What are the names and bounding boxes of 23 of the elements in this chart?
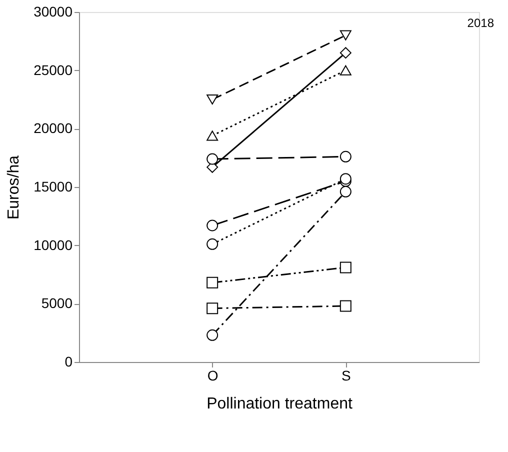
y-axis-title: Euros/ha bbox=[6, 155, 23, 220]
y-tick-label: 15000 bbox=[34, 178, 73, 194]
point bbox=[340, 262, 352, 274]
point bbox=[206, 276, 218, 288]
y-tick-label: 5000 bbox=[41, 295, 73, 312]
x-tick-label: O bbox=[207, 368, 218, 384]
point bbox=[340, 150, 352, 162]
y-tick-label: 10000 bbox=[34, 236, 73, 253]
point bbox=[206, 238, 218, 250]
point bbox=[206, 329, 218, 341]
y-tick-label: 20000 bbox=[34, 120, 73, 136]
y-tick-label: 0 bbox=[64, 354, 73, 370]
point bbox=[340, 186, 352, 198]
point bbox=[206, 220, 218, 232]
x-tick-label: S bbox=[341, 368, 351, 384]
y-tick-label: 25000 bbox=[34, 62, 73, 78]
point bbox=[206, 153, 218, 165]
y-tick-label: 30000 bbox=[34, 4, 73, 20]
point bbox=[206, 302, 218, 314]
annotation: 2018 bbox=[467, 16, 494, 30]
x-axis-title: Pollination treatment bbox=[206, 396, 353, 412]
point bbox=[340, 47, 352, 59]
point bbox=[340, 300, 352, 312]
